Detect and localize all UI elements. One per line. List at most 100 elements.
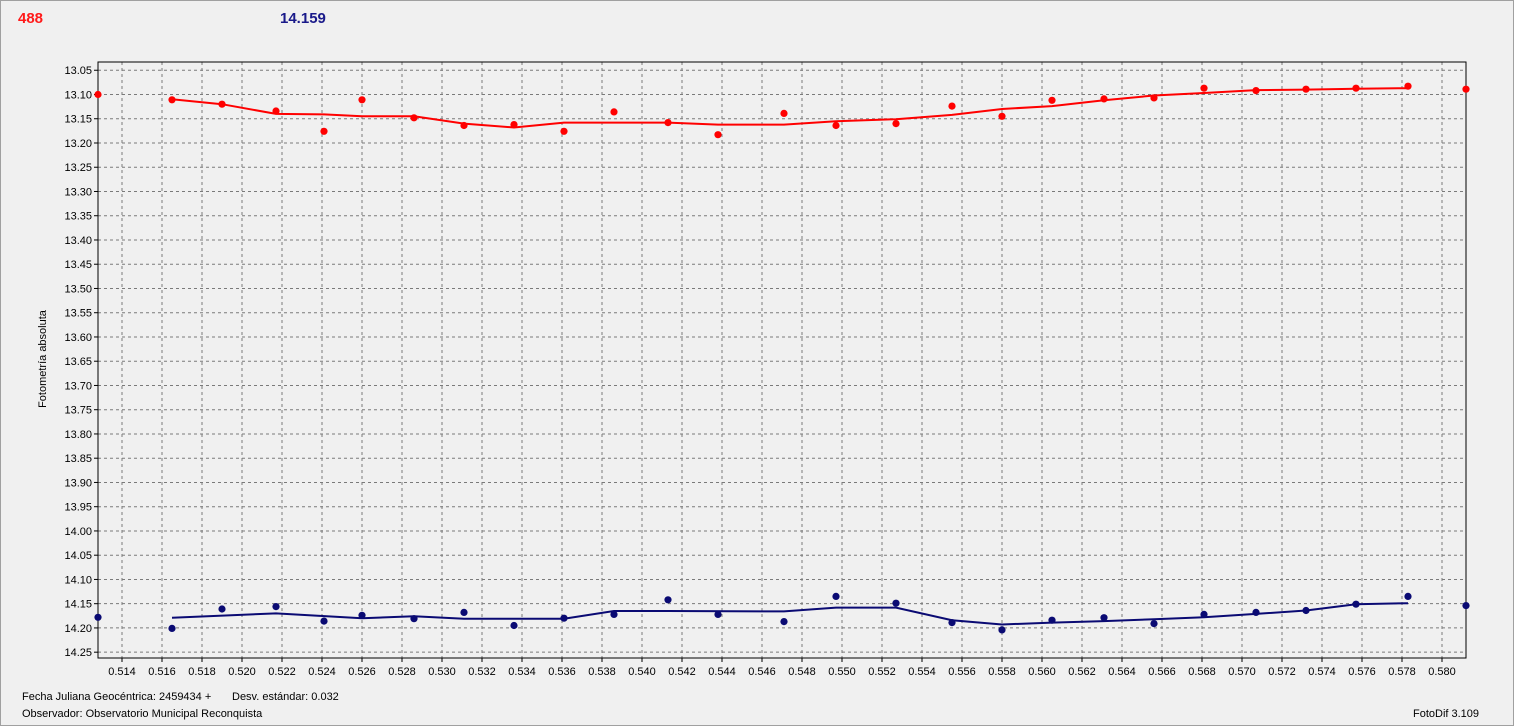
y-tick-label: 13.40	[64, 235, 92, 247]
series-0-point	[1100, 95, 1108, 103]
y-tick-label: 13.55	[64, 308, 92, 320]
x-tick-label: 0.532	[468, 666, 496, 678]
series-0-point	[948, 102, 956, 110]
footer-observer-label: Observador: Observatorio Municipal Recon…	[22, 708, 263, 720]
series-0-point	[94, 90, 102, 99]
y-tick-label: 13.65	[64, 356, 92, 368]
series-1-point	[780, 618, 788, 626]
plot-border	[97, 61, 1467, 659]
series-1-point	[358, 611, 366, 619]
series-1-point	[1352, 600, 1360, 608]
x-tick-label: 0.526	[348, 666, 376, 678]
y-tick-label: 13.05	[64, 65, 92, 77]
series-1-point	[1462, 602, 1470, 610]
series-0-point	[168, 96, 176, 104]
y-tick-label: 13.45	[64, 259, 92, 271]
y-tick-label: 13.60	[64, 332, 92, 344]
y-tick-label: 13.10	[64, 89, 92, 101]
series-0-point	[780, 109, 788, 117]
series-0-point	[1404, 82, 1412, 90]
series-1-point	[998, 626, 1006, 634]
footer-version-label: FotoDif 3.109	[1413, 708, 1480, 720]
series-1-point	[94, 613, 102, 621]
x-tick-label: 0.530	[428, 666, 456, 678]
x-tick-label: 0.578	[1388, 666, 1416, 678]
y-tick-label: 14.25	[64, 647, 92, 659]
x-tick-label: 0.570	[1228, 666, 1256, 678]
header-value-red: 488	[18, 10, 44, 27]
x-tick-label: 0.528	[388, 666, 416, 678]
series-0-point	[892, 120, 900, 128]
y-tick-label: 13.20	[64, 138, 92, 150]
x-tick-label: 0.580	[1428, 666, 1456, 678]
series-1-point	[1048, 616, 1056, 624]
series-1-point	[664, 596, 672, 604]
x-tick-label: 0.538	[588, 666, 616, 678]
series-1-point	[714, 610, 722, 619]
x-tick-label: 0.540	[628, 666, 656, 678]
series-1-point	[1252, 608, 1260, 617]
y-tick-label: 13.50	[64, 283, 92, 295]
x-tick-label: 0.518	[188, 666, 216, 678]
x-tick-label: 0.574	[1308, 666, 1336, 678]
footer-date-label: Fecha Juliana Geocéntrica: 2459434 +	[22, 691, 212, 703]
y-tick-label: 13.75	[64, 405, 92, 417]
y-tick-label: 14.10	[64, 574, 92, 586]
x-tick-label: 0.550	[828, 666, 856, 678]
series-0-point	[610, 108, 618, 116]
x-tick-label: 0.566	[1148, 666, 1176, 678]
series-1-point	[948, 619, 956, 627]
x-tick-label: 0.564	[1108, 666, 1136, 678]
x-tick-label: 0.558	[988, 666, 1016, 678]
x-tick-label: 0.544	[708, 666, 736, 678]
series-0-point	[664, 119, 672, 127]
series-1-point	[410, 615, 418, 623]
x-tick-label: 0.576	[1348, 666, 1376, 678]
y-tick-label: 14.00	[64, 526, 92, 538]
x-tick-label: 0.534	[508, 666, 536, 678]
series-1-point	[460, 608, 468, 617]
series-1-point	[510, 621, 518, 630]
series-0-point	[272, 107, 280, 115]
series-1-fit-line	[171, 602, 1409, 626]
series-1-point	[892, 599, 900, 607]
series-0-point	[410, 114, 418, 122]
series-0-point	[1048, 96, 1056, 104]
series-0-point	[510, 121, 518, 129]
y-tick-label: 14.15	[64, 599, 92, 611]
series-1-point	[168, 624, 176, 633]
series-1-point	[832, 592, 840, 601]
x-tick-label: 0.542	[668, 666, 696, 678]
x-tick-label: 0.546	[748, 666, 776, 678]
y-tick-label: 13.30	[64, 186, 92, 198]
x-tick-label: 0.520	[228, 666, 256, 678]
x-tick-label: 0.516	[148, 666, 176, 678]
x-tick-label: 0.568	[1188, 666, 1216, 678]
series-0-point	[1462, 85, 1470, 93]
footer-std-label: Desv. estándar: 0.032	[232, 691, 339, 703]
series-1-point	[320, 617, 328, 625]
x-tick-label: 0.562	[1068, 666, 1096, 678]
series-0-point	[460, 121, 468, 130]
x-tick-label: 0.552	[868, 666, 896, 678]
series-0-point	[832, 121, 840, 130]
photometry-chart: 0.514 0.516 0.518 0.520 0.522 0.524 0.526 0.528…	[37, 61, 1470, 678]
x-tick-label: 0.522	[268, 666, 296, 678]
series-1-point	[1100, 614, 1108, 622]
series-1-point	[1404, 592, 1412, 601]
series-1-point	[560, 614, 568, 622]
series-0-point	[714, 131, 722, 139]
x-tick-label: 0.560	[1028, 666, 1056, 678]
series-0-point	[320, 127, 328, 135]
y-tick-label: 13.80	[64, 429, 92, 441]
y-tick-label: 13.95	[64, 502, 92, 514]
series-1-point	[218, 605, 226, 613]
series-1-point	[610, 610, 618, 619]
y-axis-label: Fotometría absoluta	[37, 309, 49, 408]
series-0-fit-line	[171, 87, 1409, 129]
series-0-point	[1352, 84, 1360, 92]
x-tick-label: 0.556	[948, 666, 976, 678]
x-tick-label: 0.554	[908, 666, 936, 678]
series-0-point	[1200, 84, 1208, 92]
y-tick-label: 13.85	[64, 453, 92, 465]
